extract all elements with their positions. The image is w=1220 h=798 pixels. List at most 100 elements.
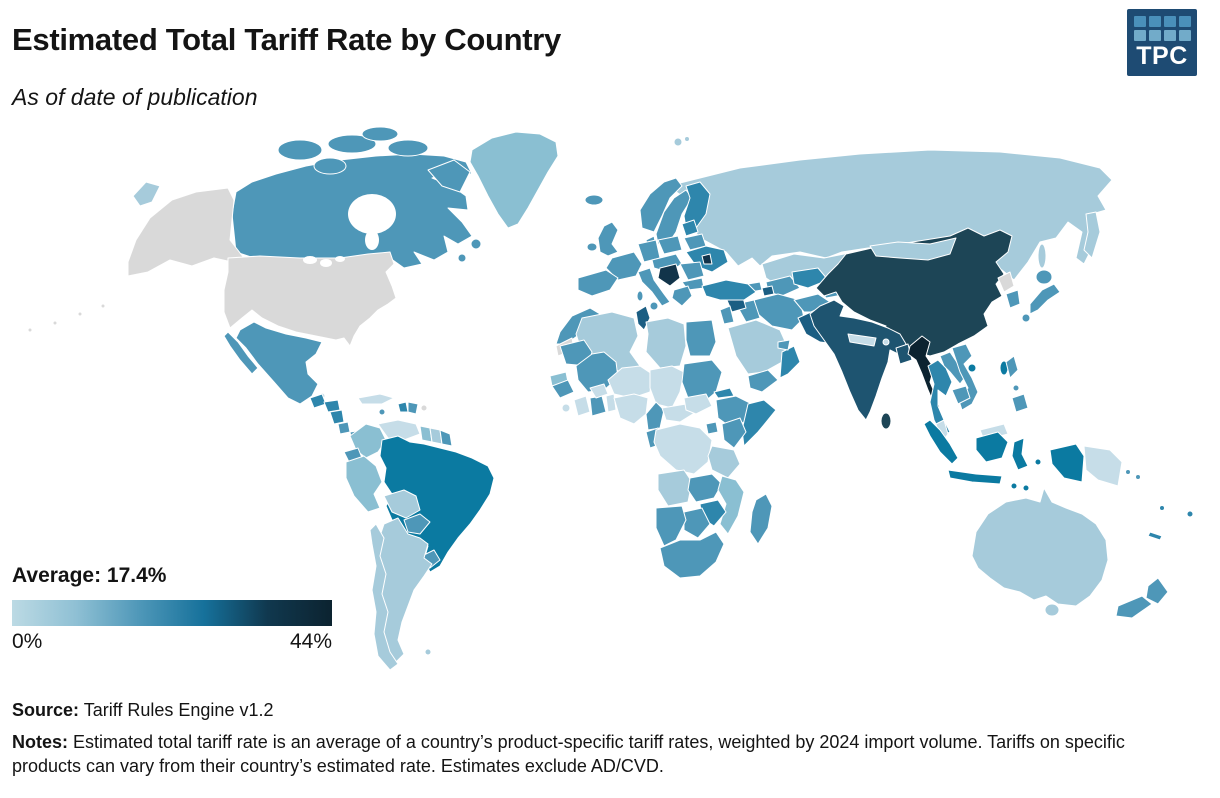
source-label: Source: (12, 700, 80, 720)
country-uzbekistan (791, 267, 829, 289)
country-south-korea (1005, 289, 1021, 309)
country-turkey (701, 279, 757, 301)
country-libya (645, 317, 687, 369)
country-namibia (655, 505, 687, 547)
country-ireland (586, 242, 598, 252)
country-south-africa (659, 531, 725, 579)
country-costa-rica (337, 421, 351, 435)
country-japan (1029, 283, 1061, 315)
country-egypt (685, 319, 717, 357)
source-line: Source: Tariff Rules Engine v1.2 (12, 700, 273, 721)
country-indonesia-sunda-2 (1022, 484, 1030, 492)
notes-label: Notes: (12, 732, 69, 752)
country-indonesia-maluku (1034, 458, 1042, 466)
legend: Average: 17.4% 0% 44% (12, 564, 332, 654)
country-canada-arctic-1 (277, 139, 323, 161)
country-canada-nova-scotia (457, 253, 467, 263)
country-guinea (551, 379, 575, 399)
country-sri-lanka (880, 412, 892, 430)
country-svalbard (673, 137, 683, 147)
country-sudan (681, 359, 723, 405)
country-uganda (705, 421, 719, 435)
country-indonesia-kalimantan (975, 431, 1009, 463)
country-solomon-islands-2 (1135, 474, 1141, 480)
great-lake-2 (320, 259, 332, 267)
country-dr-congo (653, 423, 713, 475)
country-philippines-mindanao (1011, 393, 1029, 413)
country-philippines-visayas (1012, 384, 1020, 392)
country-ghana (589, 395, 607, 417)
country-japan-hokkaido (1035, 269, 1053, 285)
country-canada-baffin (427, 159, 471, 193)
country-hainan (967, 363, 977, 373)
country-united-states-aleutian-4 (100, 303, 106, 309)
page-subtitle: As of date of publication (12, 84, 258, 110)
legend-min-label: 0% (12, 630, 43, 653)
country-angola (657, 469, 693, 507)
country-italy-sardinia (636, 290, 644, 302)
country-japan-kyushu (1021, 313, 1031, 323)
country-indonesia-sunda-1 (1010, 482, 1018, 490)
tpc-logo-grid-icon (1133, 16, 1191, 41)
country-somalia (741, 399, 777, 447)
country-peru (345, 455, 383, 513)
country-vietnam (951, 343, 979, 411)
country-indonesia-sumatra (923, 419, 959, 465)
country-russia-sakhalin (1037, 243, 1047, 269)
country-canada-arctic-3 (387, 139, 429, 157)
legend-max-label: 44% (289, 630, 332, 653)
country-cameroon (645, 401, 665, 431)
country-france (605, 251, 643, 281)
source-text: Tariff Rules Engine v1.2 (79, 700, 274, 720)
hudson-bay (348, 194, 396, 234)
country-bolivia (383, 489, 421, 519)
country-tanzania (707, 445, 741, 479)
great-lake-1 (303, 256, 317, 264)
country-ivory-coast (573, 395, 591, 417)
country-laos (939, 351, 967, 385)
country-united-states (223, 251, 397, 347)
country-united-states-aleutian-3 (77, 311, 83, 317)
country-india (809, 299, 907, 421)
country-canada-arctic-2 (327, 134, 377, 154)
country-mongolia (869, 237, 957, 261)
country-haiti (397, 401, 409, 413)
country-oman (779, 345, 801, 379)
country-north-korea (997, 271, 1015, 293)
country-russia-chukotka-west (132, 181, 161, 207)
great-lake-3 (335, 256, 345, 262)
country-poland (657, 235, 683, 255)
country-chad (649, 365, 685, 409)
country-greenland (469, 131, 559, 229)
country-dominican-republic (407, 401, 419, 415)
legend-average-label: Average: 17.4% (12, 564, 167, 587)
country-nicaragua (329, 409, 345, 425)
james-bay (365, 230, 379, 250)
country-mexico-baja (223, 331, 259, 375)
country-thailand (927, 359, 953, 437)
tpc-logo: TPC (1127, 9, 1197, 76)
notes-line: Notes: Estimated total tariff rate is an… (12, 731, 1147, 779)
country-moldova (701, 253, 713, 265)
country-spain (577, 269, 619, 297)
country-china (815, 227, 1013, 357)
country-liberia (561, 403, 571, 413)
country-united-states-aleutian-2 (52, 320, 58, 326)
country-nepal (847, 333, 877, 347)
country-canada-ellesmere (361, 126, 399, 142)
country-madagascar (749, 493, 773, 545)
country-united-states-aleutian-1 (27, 327, 33, 333)
country-azerbaijan (761, 285, 775, 297)
country-norway (639, 177, 683, 233)
country-baltic-states (681, 219, 699, 237)
tpc-logo-text: TPC (1136, 42, 1188, 70)
country-new-zealand-north (1145, 577, 1169, 605)
country-uae (777, 339, 791, 351)
country-puerto-rico (420, 404, 428, 412)
country-iran (753, 293, 805, 331)
country-zambia (687, 473, 723, 503)
legend-gradient (12, 600, 332, 626)
country-australia (971, 487, 1109, 607)
country-nigeria (613, 393, 649, 425)
country-new-caledonia (1147, 531, 1163, 541)
